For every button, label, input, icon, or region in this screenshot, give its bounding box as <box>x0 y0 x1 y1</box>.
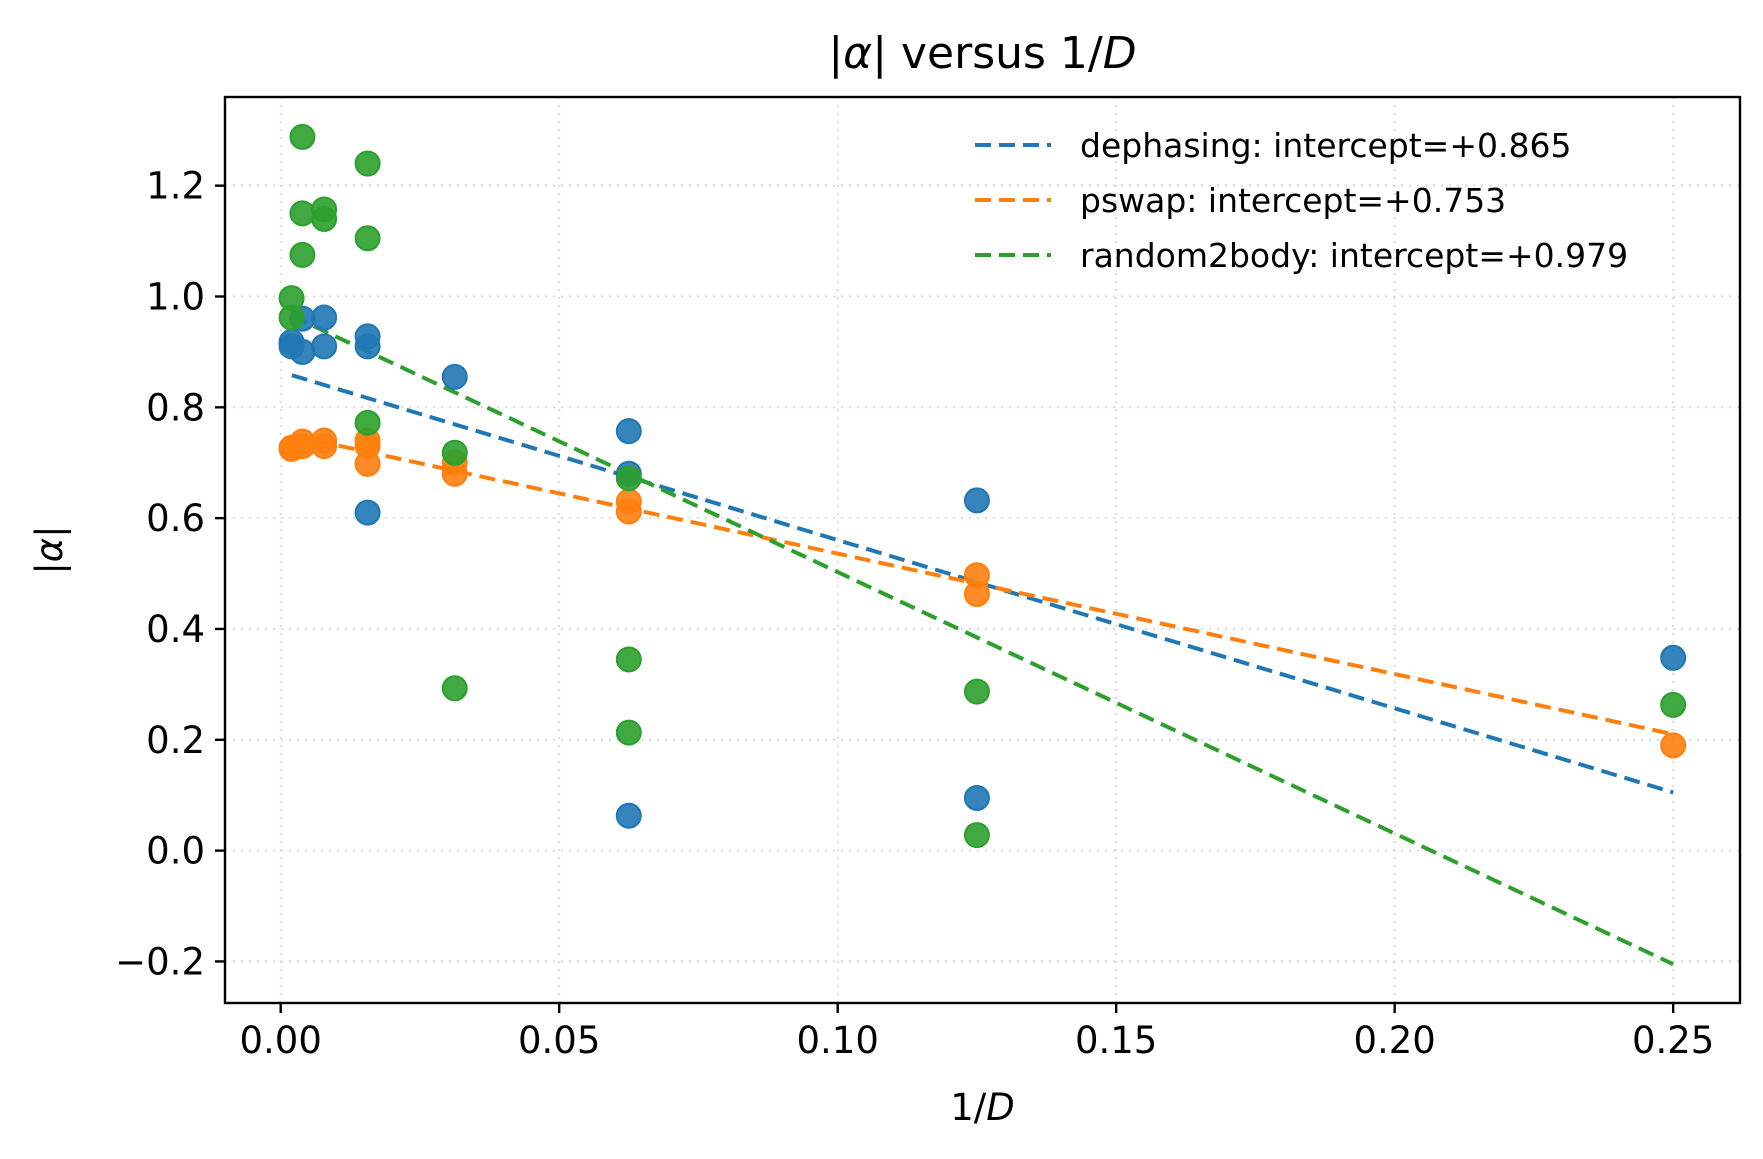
x-tick-label: 0.25 <box>1632 1019 1714 1062</box>
legend: dephasing: intercept=+0.865 pswap: interc… <box>975 126 1628 275</box>
point-random2body <box>354 150 381 177</box>
y-tick-label: 0.0 <box>146 830 205 873</box>
fit-line-random2body <box>290 314 1675 967</box>
data-points <box>278 123 1687 849</box>
plot-frame <box>223 95 1742 1005</box>
point-dephasing <box>615 802 642 829</box>
point-pswap <box>615 488 642 515</box>
point-random2body <box>354 409 381 436</box>
point-random2body <box>615 719 642 746</box>
point-pswap <box>1660 732 1687 759</box>
point-dephasing <box>963 487 990 514</box>
point-dephasing <box>1660 644 1687 671</box>
point-random2body <box>615 465 642 492</box>
point-random2body <box>289 123 316 150</box>
x-tick-label: 0.20 <box>1353 1019 1435 1062</box>
point-random2body <box>441 675 468 702</box>
point-dephasing <box>311 304 338 331</box>
point-random2body <box>311 205 338 232</box>
point-random2body <box>963 678 990 705</box>
x-tick-label: 0.10 <box>796 1019 878 1062</box>
x-tick-label: 0.15 <box>1075 1019 1157 1062</box>
x-axis-title: 1/D <box>950 1086 1015 1129</box>
point-dephasing <box>311 333 338 360</box>
point-random2body <box>289 200 316 227</box>
legend-label-random2body: random2body: intercept=+0.979 <box>1080 236 1628 275</box>
y-tick-label: 0.2 <box>146 719 205 762</box>
point-dephasing <box>354 499 381 526</box>
point-random2body <box>615 646 642 673</box>
axis-ticks: 0.00 0.05 0.10 0.15 0.20 0.25 −0.2 0.0 0.2 0.4 0.6… <box>115 165 1714 1062</box>
point-pswap <box>311 427 338 454</box>
point-dephasing <box>963 784 990 811</box>
y-tick-label: 1.2 <box>146 165 205 208</box>
y-axis-title: |α| <box>28 525 71 574</box>
point-random2body <box>278 304 305 331</box>
y-tick-label: 1.0 <box>146 275 205 318</box>
legend-label-pswap: pswap: intercept=+0.753 <box>1080 181 1506 220</box>
point-random2body <box>289 241 316 268</box>
y-tick-label: 0.8 <box>146 386 205 429</box>
point-pswap <box>963 562 990 589</box>
point-random2body <box>1660 691 1687 718</box>
y-tick-label: 0.4 <box>146 608 205 651</box>
y-tick-label: −0.2 <box>115 940 205 983</box>
point-random2body <box>963 822 990 849</box>
point-random2body <box>441 439 468 466</box>
point-dephasing <box>354 323 381 350</box>
y-tick-label: 0.6 <box>146 497 205 540</box>
point-pswap <box>289 428 316 455</box>
point-dephasing <box>441 363 468 390</box>
x-tick-label: 0.00 <box>240 1019 322 1062</box>
point-dephasing <box>615 418 642 445</box>
legend-label-dephasing: dephasing: intercept=+0.865 <box>1080 126 1571 165</box>
chart-title: |α| versus 1/D <box>828 28 1136 79</box>
point-dephasing <box>289 338 316 365</box>
x-tick-label: 0.05 <box>518 1019 600 1062</box>
point-random2body <box>354 225 381 252</box>
